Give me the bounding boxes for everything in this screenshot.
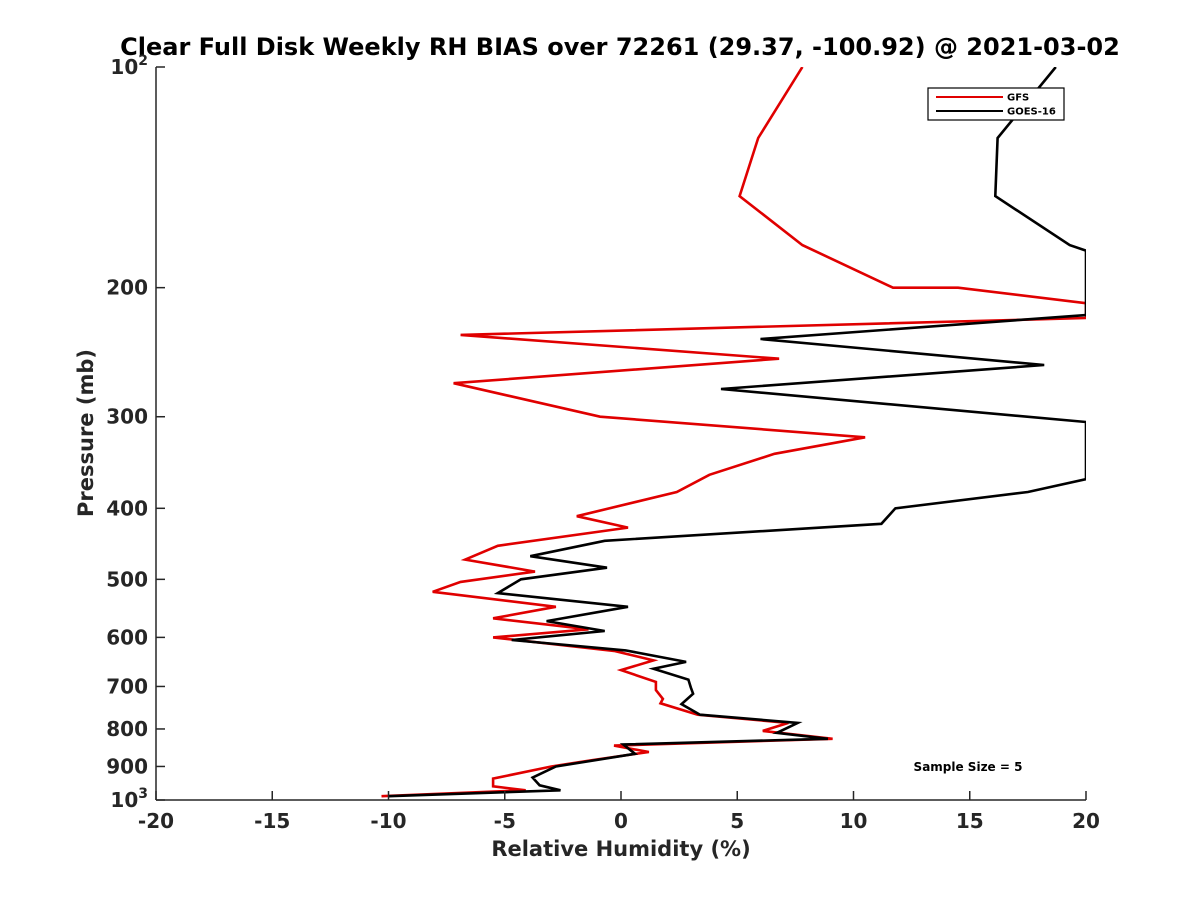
y-ticks: 102 200 300 400 500 600 700 800 900 103 [106,53,165,812]
y-axis-label: Pressure (mb) [74,349,98,517]
legend-box [927,87,1065,121]
x-tick-label: -20 [138,809,174,833]
series-layer [381,67,1086,798]
y-tick-label: 700 [106,674,148,698]
x-tick-label: -15 [254,809,290,833]
y-tick-label: 400 [106,496,148,520]
x-tick-label: 10 [840,809,868,833]
x-axis-label: Relative Humidity (%) [491,837,750,861]
y-tick-label: 800 [106,717,148,741]
y-tick-label: 103 [110,786,148,812]
legend-label-goes16: GOES-16 [1007,107,1056,118]
y-tick-label: 300 [106,405,148,429]
y-tick-label: 200 [106,276,148,300]
legend-label-gfs: GFS [1007,93,1029,104]
plot-area [156,67,1086,800]
sample-size-annotation: Sample Size = 5 [914,760,1023,774]
x-tick-label: 20 [1072,809,1100,833]
x-tick-label: 15 [956,809,984,833]
y-tick-label: 500 [106,567,148,591]
y-tick-label: 600 [106,625,148,649]
x-tick-label: 0 [614,809,628,833]
series-line-goes16 [388,67,1086,798]
y-tick-label: 102 [110,53,148,79]
x-ticks: -20 -15 -10 -5 0 5 10 15 20 [138,791,1100,833]
legend: GFS GOES-16 [927,87,1065,121]
x-tick-label: -10 [370,809,406,833]
chart-title: Clear Full Disk Weekly RH BIAS over 7226… [120,33,1120,61]
y-tick-label: 900 [106,754,148,778]
x-tick-label: 5 [730,809,744,833]
x-tick-label: -5 [494,809,516,833]
